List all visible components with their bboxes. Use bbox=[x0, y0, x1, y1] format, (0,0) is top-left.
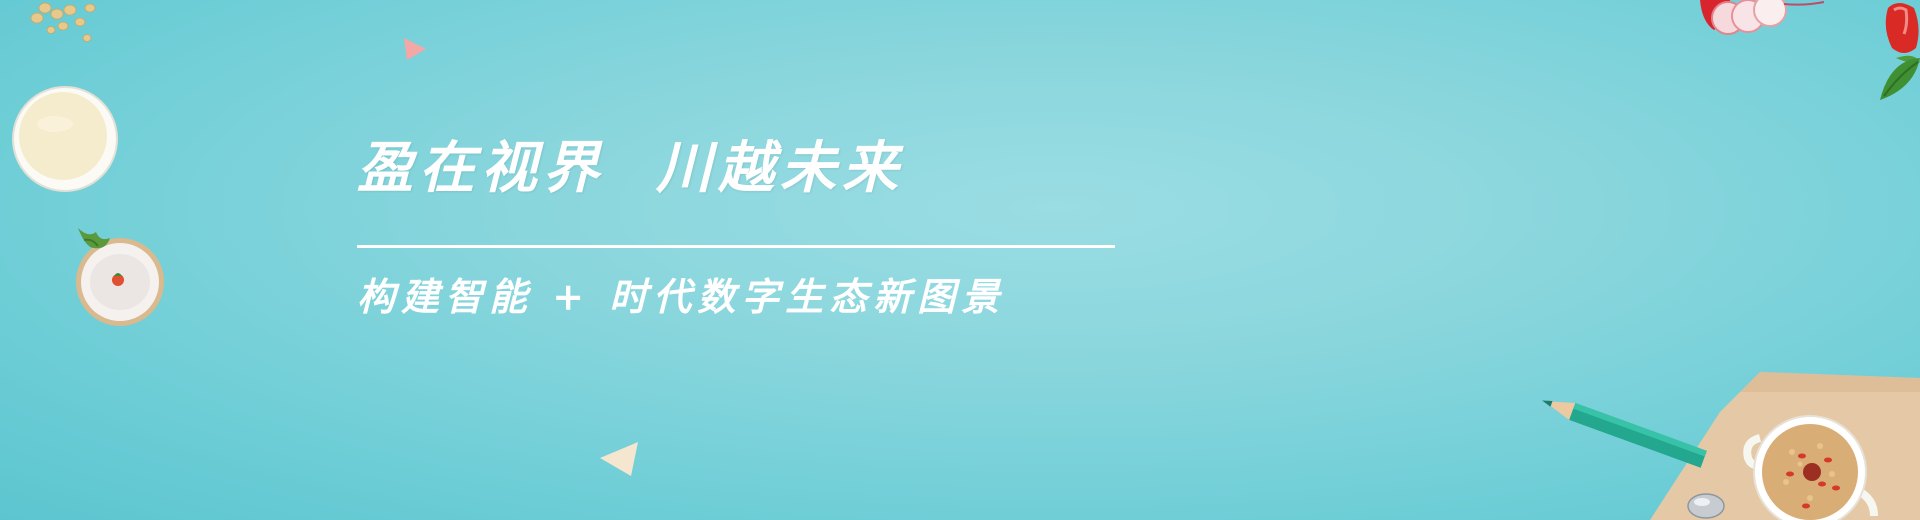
cream-triangle-shape bbox=[600, 442, 638, 476]
subheadline: 构建智能 + 时代数字生态新图景 bbox=[357, 274, 1006, 319]
headline-divider bbox=[357, 245, 1115, 248]
soy-beans-image bbox=[30, 2, 96, 42]
green-pencil-image bbox=[1542, 400, 1707, 468]
grain-porridge-cup-image bbox=[1743, 415, 1878, 520]
pink-triangle-shape bbox=[404, 38, 426, 60]
radish-slices-image bbox=[1700, 0, 1825, 35]
spoon-image bbox=[1687, 493, 1725, 519]
headline: 盈在视界 川越未来 bbox=[357, 135, 904, 201]
rice-porridge-bowl-image bbox=[76, 228, 164, 326]
soy-milk-bowl-image bbox=[12, 86, 118, 192]
red-bell-pepper-image bbox=[1880, 3, 1920, 100]
